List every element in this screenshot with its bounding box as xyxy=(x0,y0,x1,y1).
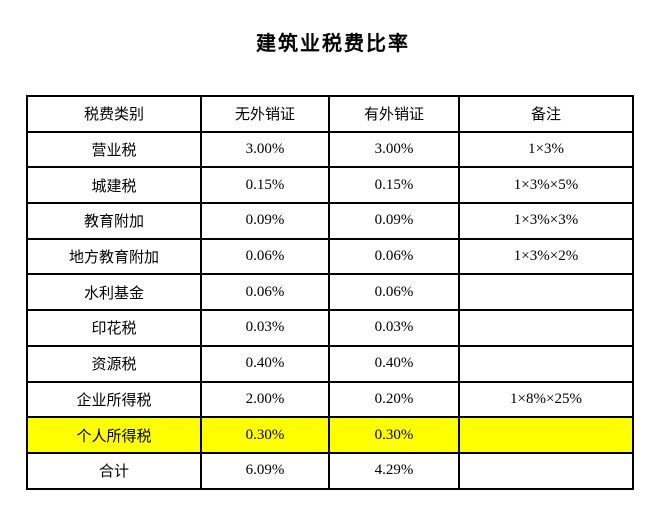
note-cell: 1×8%×25% xyxy=(458,380,634,419)
no-cert-cell: 0.03% xyxy=(200,309,330,347)
with-cert-cell: 0.30% xyxy=(328,416,460,454)
table-row: 个人所得税 0.30% 0.30% xyxy=(26,416,634,454)
note-cell: 1×3%×3% xyxy=(458,202,634,240)
category-cell: 资源税 xyxy=(26,344,202,383)
header-note: 备注 xyxy=(458,95,634,133)
category-cell: 个人所得税 xyxy=(26,416,202,454)
with-cert-cell: 0.06% xyxy=(328,237,460,276)
with-cert-cell: 3.00% xyxy=(328,130,460,169)
with-cert-cell: 0.06% xyxy=(328,273,460,312)
note-cell xyxy=(458,309,634,347)
note-cell xyxy=(458,273,634,312)
header-category: 税费类别 xyxy=(26,95,202,133)
note-cell xyxy=(458,344,634,383)
no-cert-cell: 0.15% xyxy=(200,166,330,205)
note-cell: 1×3%×5% xyxy=(458,166,634,205)
category-cell: 地方教育附加 xyxy=(26,237,202,276)
category-cell: 城建税 xyxy=(26,166,202,205)
no-cert-cell: 3.00% xyxy=(200,130,330,169)
no-cert-cell: 0.40% xyxy=(200,344,330,383)
category-cell: 教育附加 xyxy=(26,202,202,240)
header-row: 税费类别 无外销证 有外销证 备注 xyxy=(26,95,634,133)
tax-rate-table: 税费类别 无外销证 有外销证 备注 营业税 3.00% 3.00% 1×3% 城… xyxy=(26,95,634,490)
header-with-cert: 有外销证 xyxy=(328,95,460,133)
no-cert-cell: 6.09% xyxy=(200,451,330,490)
no-cert-cell: 2.00% xyxy=(200,380,330,419)
no-cert-cell: 0.30% xyxy=(200,416,330,454)
table-row: 企业所得税 2.00% 0.20% 1×8%×25% xyxy=(26,380,634,419)
with-cert-cell: 0.20% xyxy=(328,380,460,419)
table-body: 营业税 3.00% 3.00% 1×3% 城建税 0.15% 0.15% 1×3… xyxy=(26,130,634,490)
table-row: 地方教育附加 0.06% 0.06% 1×3%×2% xyxy=(26,237,634,276)
with-cert-cell: 0.09% xyxy=(328,202,460,240)
no-cert-cell: 0.06% xyxy=(200,273,330,312)
category-cell: 企业所得税 xyxy=(26,380,202,419)
category-cell: 印花税 xyxy=(26,309,202,347)
with-cert-cell: 0.40% xyxy=(328,344,460,383)
with-cert-cell: 4.29% xyxy=(328,451,460,490)
no-cert-cell: 0.06% xyxy=(200,237,330,276)
page-title: 建筑业税费比率 xyxy=(256,33,410,55)
note-cell: 1×3% xyxy=(458,130,634,169)
table-row: 资源税 0.40% 0.40% xyxy=(26,344,634,383)
header-no-cert: 无外销证 xyxy=(200,95,330,133)
table-row: 水利基金 0.06% 0.06% xyxy=(26,273,634,312)
note-cell: 1×3%×2% xyxy=(458,237,634,276)
table-row: 城建税 0.15% 0.15% 1×3%×5% xyxy=(26,166,634,205)
with-cert-cell: 0.15% xyxy=(328,166,460,205)
table-row: 营业税 3.00% 3.00% 1×3% xyxy=(26,130,634,169)
no-cert-cell: 0.09% xyxy=(200,202,330,240)
category-cell: 水利基金 xyxy=(26,273,202,312)
table-row: 合计 6.09% 4.29% xyxy=(26,451,634,490)
note-cell xyxy=(458,416,634,454)
with-cert-cell: 0.03% xyxy=(328,309,460,347)
table-row: 教育附加 0.09% 0.09% 1×3%×3% xyxy=(26,202,634,240)
category-cell: 营业税 xyxy=(26,130,202,169)
note-cell xyxy=(458,451,634,490)
category-cell: 合计 xyxy=(26,451,202,490)
table-row: 印花税 0.03% 0.03% xyxy=(26,309,634,347)
